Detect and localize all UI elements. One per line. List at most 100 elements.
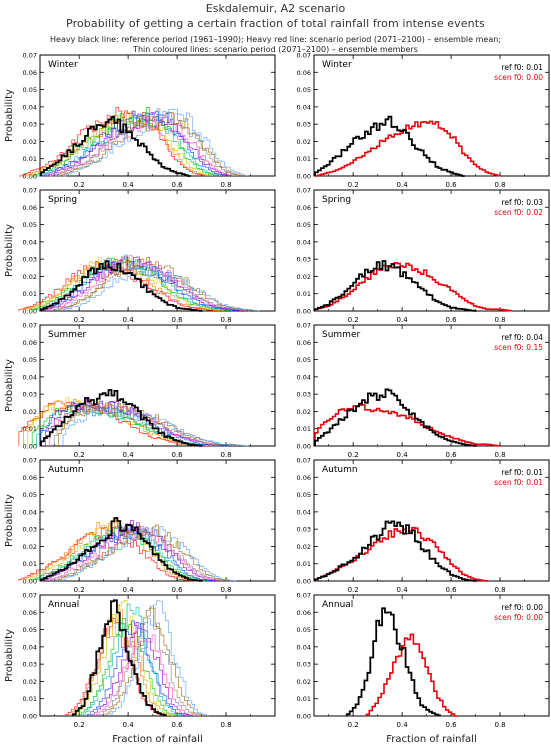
ensemble-member-line: [82, 603, 183, 716]
y-tick-label: 0.03: [23, 391, 37, 399]
ensemble-member-line: [58, 257, 256, 312]
x-tick-label: 0.2: [348, 316, 359, 324]
reference-line: [314, 115, 465, 177]
x-tick-label: 0.8: [220, 316, 231, 324]
x-tick-label: 0.8: [220, 181, 231, 189]
reference-line: [40, 116, 191, 177]
legend-note-line-2: Thin coloured lines: scenario period (20…: [133, 45, 418, 54]
plot-frame: [39, 54, 276, 177]
x-tick-label: 0.4: [123, 586, 135, 594]
plot-frame: [313, 459, 550, 582]
x-tick-label: 0.6: [172, 181, 184, 189]
y-tick-label: 0.07: [23, 592, 37, 600]
y-tick-label: 0.03: [23, 256, 37, 264]
reference-line: [314, 388, 477, 447]
y-tick-label: 0.06: [297, 609, 311, 617]
panel-spring-mean: 0.00 0.01 0.02 0.03 0.04 0.05 0.06 0.07 0.2 0.4 0.…: [297, 187, 550, 324]
y-tick-label: 0.07: [297, 592, 311, 600]
y-tick-label: 0.04: [23, 373, 37, 381]
y-tick-label: 0.03: [23, 526, 37, 534]
scenario-mean-line: [365, 633, 458, 717]
ensemble-member-line: [100, 605, 201, 717]
season-label: Autumn: [48, 465, 84, 475]
y-tick-label: 0.01: [297, 560, 311, 568]
y-tick-label: 0.01: [297, 425, 311, 433]
x-tick-label: 0.8: [494, 316, 505, 324]
y-tick-label: 0.06: [23, 474, 37, 482]
panel-winter-members: 0.00 0.01 0.02 0.03 0.04 0.05 0.06 0.07 0.2 0.4 0.…: [4, 52, 276, 189]
y-axis-label: Probability: [4, 629, 15, 682]
x-tick-label: 0.6: [172, 451, 184, 459]
ensemble-member-line: [23, 110, 209, 177]
y-tick-label: 0.05: [297, 626, 311, 634]
x-tick-label: 0.8: [494, 586, 505, 594]
y-axis-label: Probability: [4, 89, 15, 142]
y-tick-label: 0.02: [297, 408, 311, 416]
season-label: Spring: [322, 195, 351, 205]
x-tick-label: 0.4: [123, 316, 135, 324]
figure-title: Eskdalemuir, A2 scenario: [205, 2, 346, 15]
x-tick-label: 0.2: [348, 451, 359, 459]
y-tick-label: 0.01: [23, 695, 37, 703]
y-tick-label: 0.07: [23, 457, 37, 465]
x-tick-label: 0.2: [74, 316, 85, 324]
y-tick-label: 0.04: [297, 238, 311, 246]
y-axis-label: Probability: [4, 359, 15, 412]
ensemble-member-line: [32, 107, 218, 177]
y-axis-label: Probability: [4, 224, 15, 277]
y-tick-label: 0.02: [23, 273, 37, 281]
ref-f0-annotation: ref f0: 0.03: [501, 198, 543, 207]
y-tick-label: 0.06: [297, 69, 311, 77]
x-tick-label: 0.4: [123, 181, 135, 189]
y-tick-label: 0.07: [297, 52, 311, 60]
ensemble-member-line: [18, 401, 204, 447]
y-tick-label: 0.06: [23, 204, 37, 212]
x-tick-label: 0.6: [446, 181, 458, 189]
ensemble-member-line: [62, 265, 260, 312]
reference-line: [40, 517, 203, 582]
season-label: Autumn: [322, 465, 358, 475]
ensemble-member-line: [31, 523, 206, 582]
panel-winter-mean: 0.00 0.01 0.02 0.03 0.04 0.05 0.06 0.07 0.2 0.4 0.…: [297, 52, 550, 189]
y-tick-label: 0.07: [297, 187, 311, 195]
plot-frame: [313, 594, 550, 717]
scen-f0-annotation: scen f0: 0.00: [494, 613, 543, 622]
x-tick-label: 0.6: [446, 586, 458, 594]
y-tick-label: 0.01: [297, 695, 311, 703]
x-tick-label: 0.2: [74, 451, 85, 459]
y-tick-label: 0.03: [23, 121, 37, 129]
panel-summer-mean: 0.00 0.01 0.02 0.03 0.04 0.05 0.06 0.07 0.2 0.4 0.…: [297, 322, 550, 459]
y-tick-label: 0.01: [23, 155, 37, 163]
ensemble-member-line: [18, 526, 193, 582]
plot-frame: [313, 324, 550, 447]
y-tick-label: 0.00: [297, 578, 311, 586]
scenario-mean-line: [314, 404, 500, 447]
ensemble-member-line: [69, 604, 170, 716]
scenario-mean-line: [315, 120, 500, 177]
ensemble-member-line: [54, 108, 240, 177]
ensemble-member-line: [53, 531, 228, 582]
y-tick-label: 0.03: [297, 661, 311, 669]
ensemble-member-line: [62, 405, 249, 447]
y-tick-label: 0.04: [23, 238, 37, 246]
plot-frame: [39, 324, 276, 447]
y-tick-label: 0.07: [297, 457, 311, 465]
plot-frame: [313, 189, 550, 312]
y-tick-label: 0.06: [297, 474, 311, 482]
y-tick-label: 0.01: [297, 290, 311, 298]
y-tick-label: 0.04: [297, 373, 311, 381]
x-tick-label: 0.4: [397, 451, 409, 459]
y-tick-label: 0.03: [297, 526, 311, 534]
x-tick-label: 0.4: [123, 451, 135, 459]
ensemble-member-line: [109, 600, 210, 716]
x-tick-label: 0.2: [348, 586, 359, 594]
y-tick-label: 0.04: [23, 103, 37, 111]
panel-autumn-members: 0.00 0.01 0.02 0.03 0.04 0.05 0.06 0.07 0.2 0.4 0.…: [4, 457, 276, 594]
y-tick-label: 0.02: [23, 408, 37, 416]
x-tick-label: 0.8: [220, 586, 231, 594]
ensemble-member-line: [53, 406, 240, 447]
plot-frame: [39, 594, 276, 717]
reference-line: [314, 260, 477, 312]
x-tick-label: 0.6: [172, 316, 184, 324]
y-tick-label: 0.02: [297, 678, 311, 686]
